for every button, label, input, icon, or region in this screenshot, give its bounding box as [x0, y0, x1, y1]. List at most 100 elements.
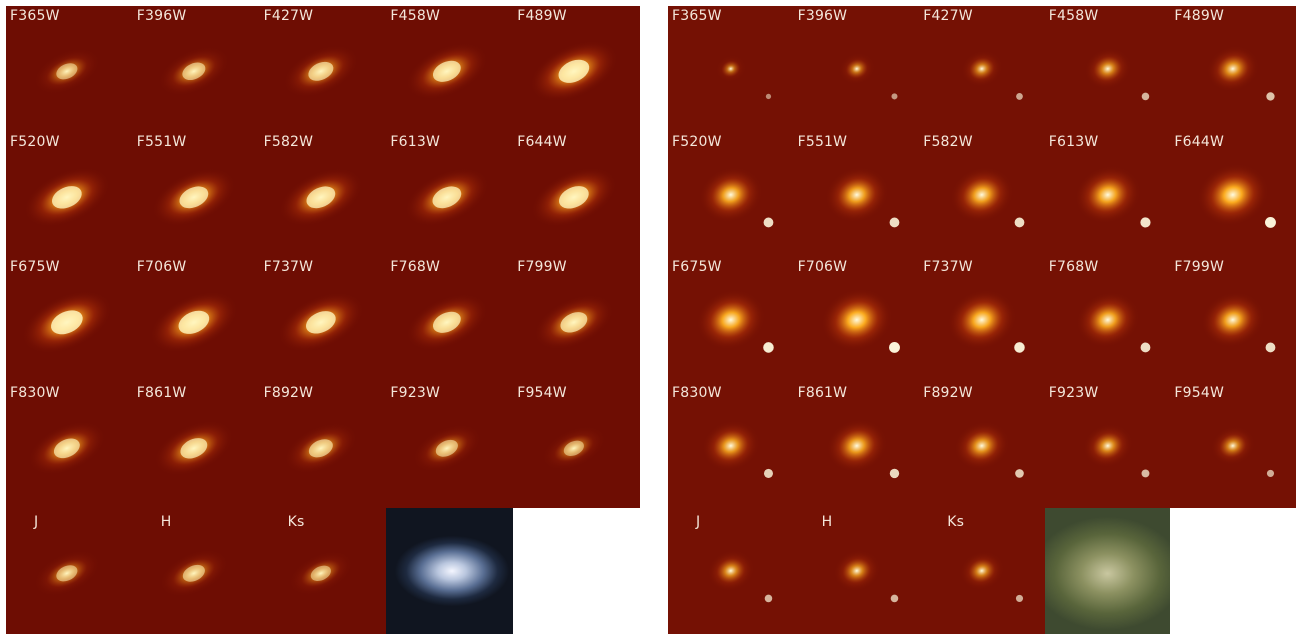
galaxy-core: [563, 440, 585, 456]
galaxy-core: [51, 185, 82, 209]
foreground-star: [1267, 469, 1275, 477]
galaxy-core: [56, 565, 78, 582]
filter-label: F768W: [1048, 259, 1099, 276]
galaxy-core: [182, 62, 206, 81]
filter-tile: F799W: [1170, 257, 1296, 383]
filter-tile: F675W: [6, 257, 133, 383]
foreground-star: [888, 342, 900, 354]
filter-label: F582W: [923, 133, 973, 150]
galaxy-image: [1197, 163, 1277, 228]
filter-tile: F582W: [919, 131, 1045, 258]
galaxy-halo: [826, 419, 887, 472]
galaxy-image: [947, 290, 1025, 353]
filter-label: F861W: [797, 384, 848, 401]
galaxy-image: [699, 166, 774, 227]
filter-tile: F520W: [668, 131, 794, 258]
galaxy-image: [1201, 292, 1276, 353]
foreground-star: [889, 217, 899, 227]
galaxy-halo: [824, 166, 888, 222]
filter-tile: F861W: [793, 382, 920, 509]
filter-label: F830W: [10, 384, 60, 401]
filter-tile: F923W: [1044, 382, 1171, 509]
color-composite-image: [386, 508, 514, 634]
galaxy-halo: [1197, 163, 1269, 226]
foreground-star: [890, 595, 898, 603]
filter-tile: F396W: [793, 6, 920, 132]
foreground-star: [1014, 217, 1025, 227]
filter-tile: F768W: [1044, 257, 1171, 383]
filter-tile: Ks: [919, 508, 1045, 634]
filter-label: F737W: [923, 259, 973, 276]
galaxy-image: [277, 292, 364, 353]
filter-label: J: [696, 514, 701, 531]
foreground-star: [1140, 216, 1151, 228]
left-image-mosaic: F365W F396W F427W F458W F489W F520W F551W F582W…: [6, 6, 640, 634]
filter-tile: Ks: [259, 508, 387, 634]
filter-tile: F706W: [793, 257, 920, 383]
filter-tile: F365W: [6, 6, 133, 132]
filter-label: F551W: [797, 133, 848, 150]
filter-tile: F458W: [1044, 6, 1171, 132]
galaxy-core: [307, 61, 333, 81]
filter-label: J: [34, 514, 39, 531]
foreground-star: [1265, 216, 1277, 228]
galaxy-core: [436, 439, 459, 457]
filter-tile: F954W: [513, 382, 640, 509]
galaxy-halo: [1082, 423, 1133, 468]
foreground-star: [1015, 468, 1025, 478]
foreground-star: [1014, 342, 1025, 353]
filter-label: F613W: [1048, 133, 1099, 150]
galaxy-halo: [1207, 45, 1260, 92]
galaxy-halo: [959, 551, 1005, 591]
foreground-star: [891, 93, 898, 100]
filter-tile: F954W: [1170, 382, 1296, 509]
filter-tile: F551W: [132, 131, 260, 258]
filter-label: F427W: [923, 8, 973, 24]
galaxy-image: [707, 550, 773, 603]
galaxy-core: [179, 186, 209, 208]
filter-tile: F644W: [513, 131, 640, 258]
foreground-star: [1016, 595, 1024, 603]
filter-label: F954W: [1174, 384, 1225, 401]
filter-label: F923W: [1048, 384, 1099, 401]
foreground-star: [1266, 92, 1276, 101]
galaxy-image: [153, 420, 234, 476]
filter-tile: H: [793, 508, 920, 634]
galaxy-halo: [950, 166, 1014, 222]
galaxy-image: [1076, 292, 1151, 353]
filter-label: F768W: [390, 259, 441, 276]
galaxy-halo: [954, 421, 1010, 470]
filter-label: F706W: [797, 259, 848, 276]
filter-label: F489W: [1174, 8, 1225, 24]
filter-label: F613W: [390, 133, 441, 150]
filter-tile: F923W: [386, 382, 514, 509]
galaxy-image: [149, 291, 238, 354]
filter-label: F954W: [517, 384, 567, 401]
galaxy-halo: [832, 550, 880, 592]
galaxy-core: [305, 311, 336, 334]
galaxy-image: [406, 42, 489, 100]
empty-tile: [513, 508, 640, 634]
filter-label: F923W: [390, 384, 441, 401]
filter-tile: F551W: [793, 131, 920, 258]
filter-label: F396W: [797, 8, 848, 24]
galaxy-image: [824, 166, 899, 227]
galaxy-image: [287, 551, 353, 597]
filter-label: F799W: [517, 259, 567, 276]
filter-label: H: [821, 514, 833, 531]
filter-tile: F892W: [259, 382, 387, 509]
galaxy-image: [820, 288, 900, 354]
galaxy-disk: [287, 551, 353, 597]
filter-label: F458W: [1048, 8, 1099, 24]
galaxy-core: [433, 60, 462, 82]
filter-label: F365W: [672, 8, 722, 24]
galaxy-image: [283, 422, 358, 474]
galaxy-image: [530, 167, 618, 227]
galaxy-disk: [541, 425, 607, 471]
filter-tile: F489W: [1170, 6, 1296, 132]
filter-tile: J: [668, 508, 794, 634]
filter-label: H: [160, 514, 172, 531]
galaxy-image: [412, 424, 482, 473]
galaxy-image: [954, 421, 1025, 478]
filter-label: F644W: [1174, 133, 1225, 150]
